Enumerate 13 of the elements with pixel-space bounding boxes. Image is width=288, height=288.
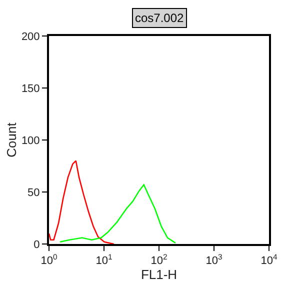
x-tick-label: 10$^{2}$: [150, 252, 168, 268]
x-tick-label: 10$^{0}$: [40, 252, 58, 268]
x-tick-label: 10$^{4}$: [260, 252, 278, 268]
y-tick-label: 50: [28, 186, 40, 199]
y-tick-label: 100: [21, 134, 40, 147]
x-tick-label: 10$^{1}$: [96, 252, 112, 268]
chart-title: cos7.002: [135, 11, 184, 25]
y-tick-label: 0: [34, 238, 40, 251]
y-tick-label: 150: [21, 82, 40, 95]
x-tick-label: 10$^{3}$: [206, 252, 222, 268]
y-axis-title: Count: [4, 122, 19, 158]
y-tick-label: 200: [21, 30, 40, 43]
x-axis-title: FL1-H: [140, 267, 178, 282]
